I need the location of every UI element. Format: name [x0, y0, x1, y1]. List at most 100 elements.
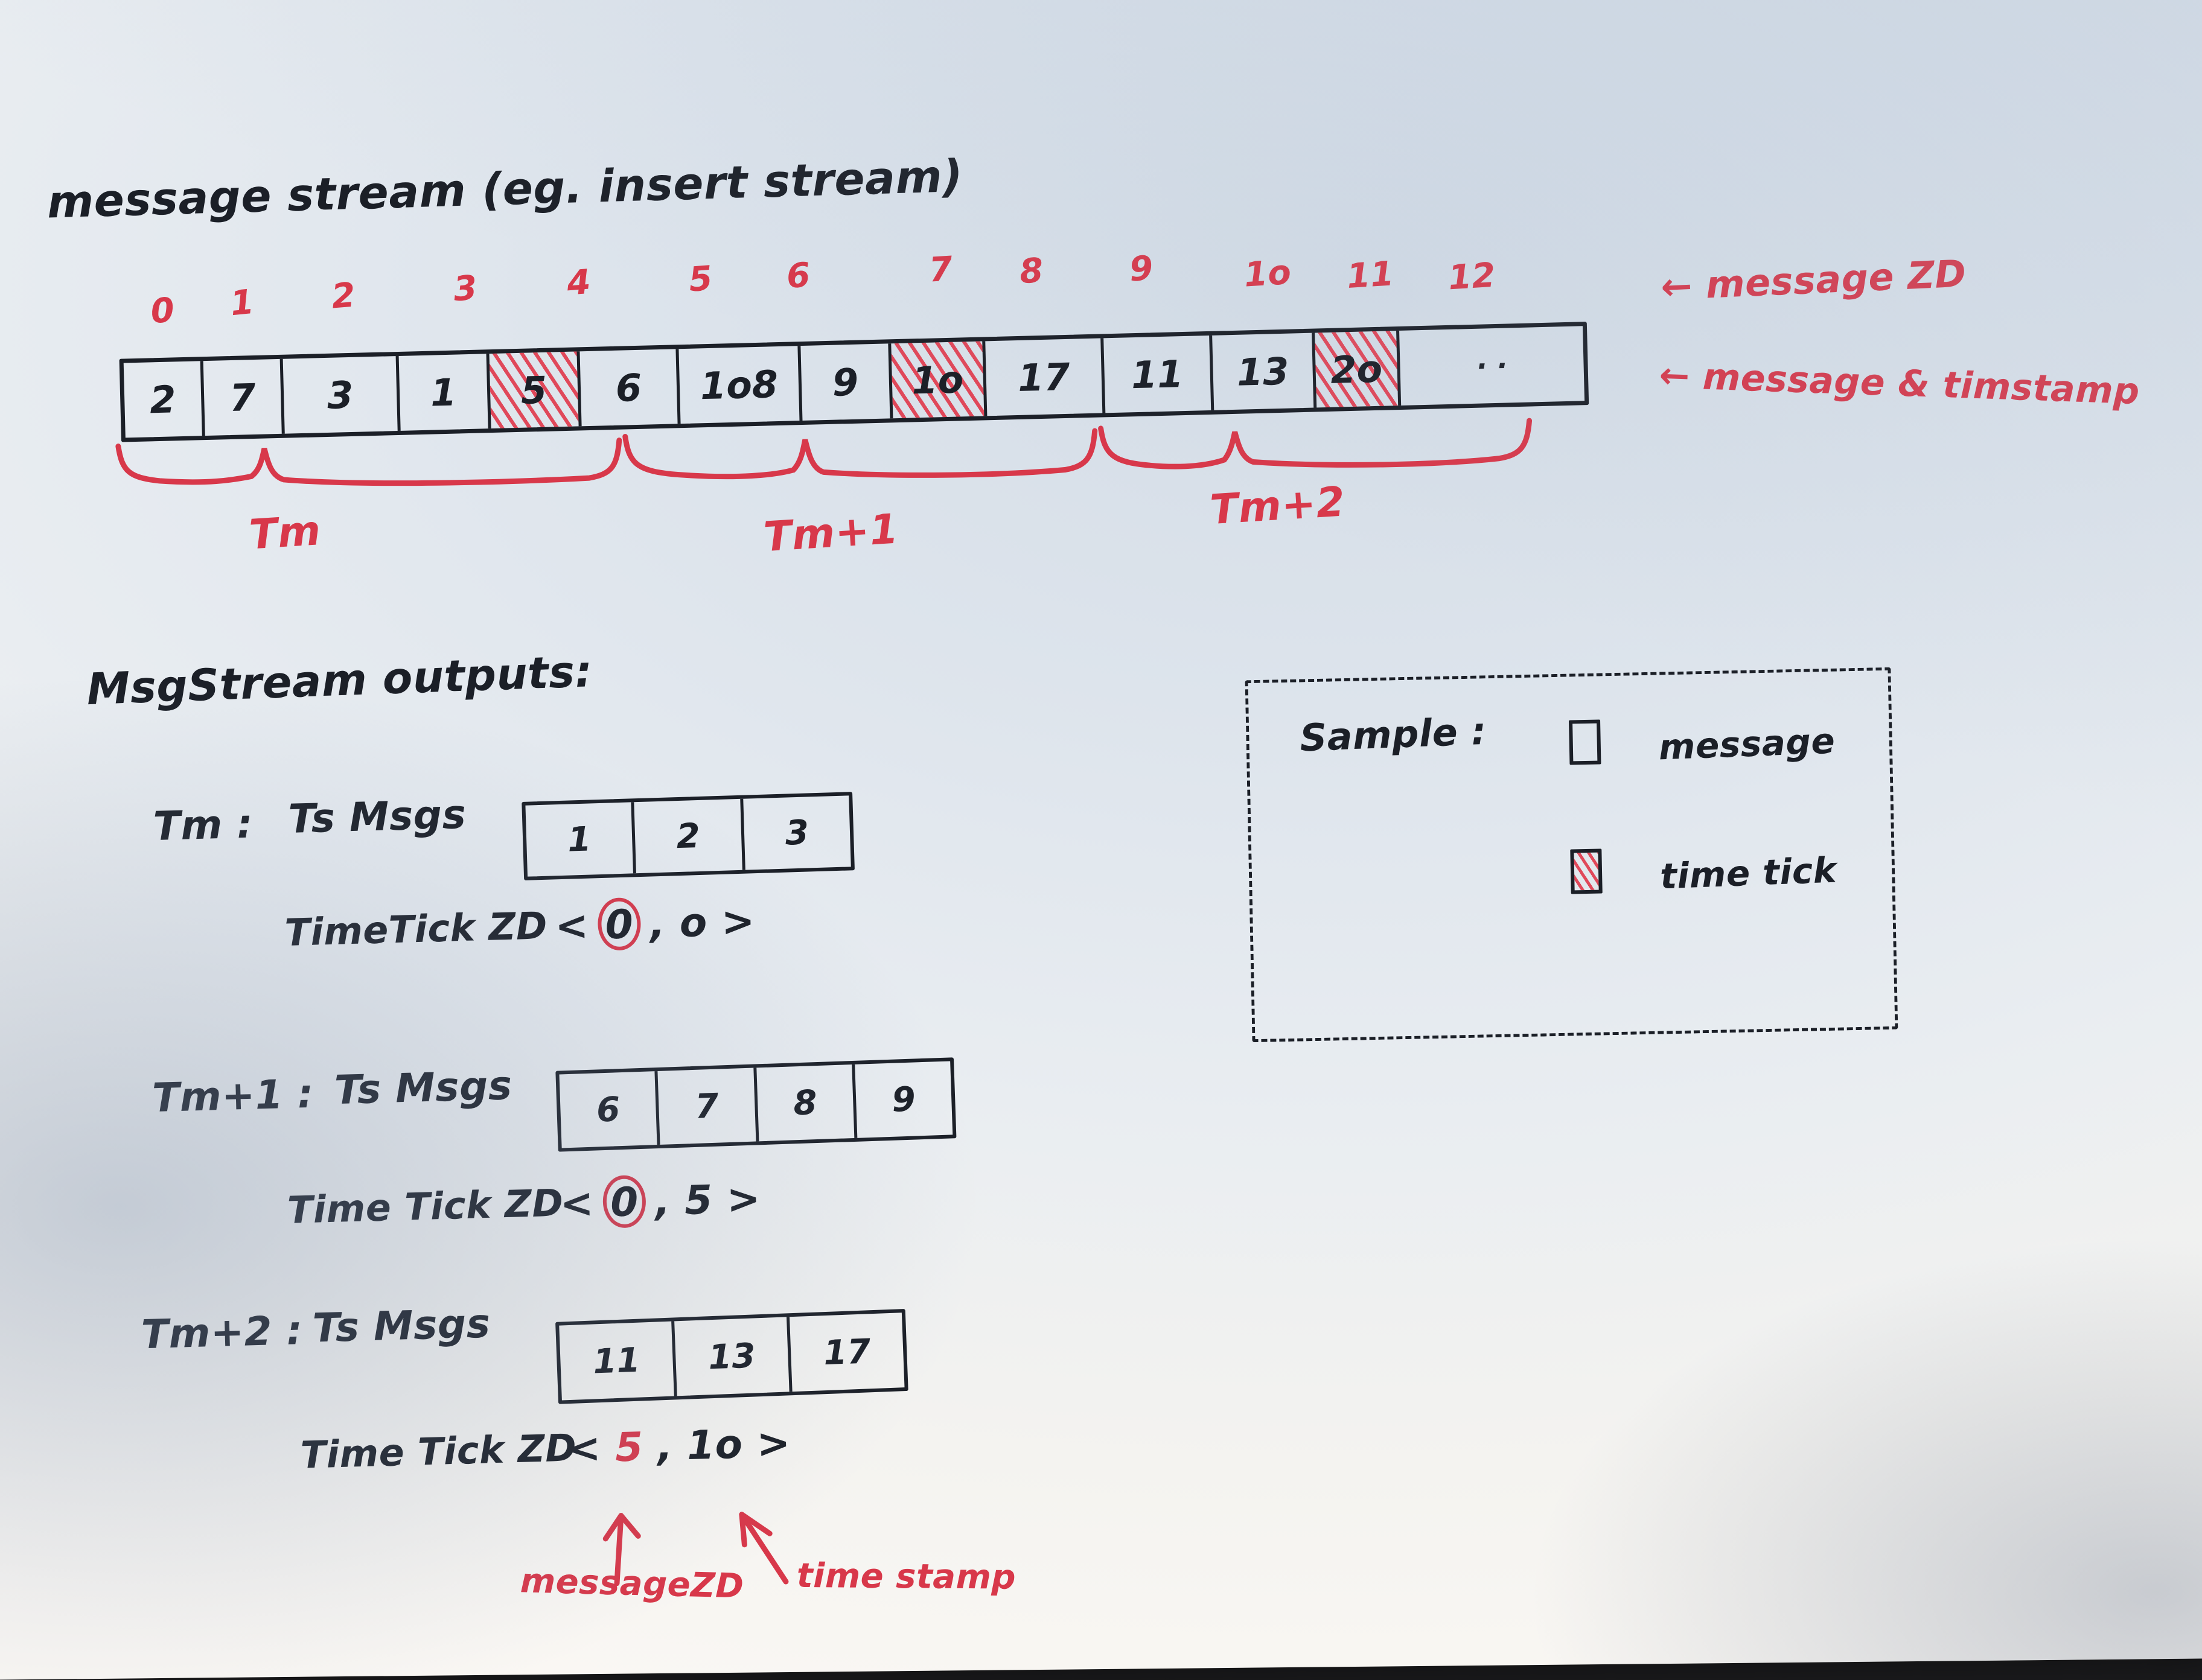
stream-index-12: 12 — [1447, 255, 1497, 298]
stream-cell-value: 3 — [327, 372, 354, 418]
output-cell-value: 9 — [891, 1079, 916, 1120]
stream-cell-value: 1 — [430, 370, 458, 415]
tuple-comma: , — [656, 1422, 674, 1470]
output-group-0-name: Tm : — [152, 800, 254, 850]
stream-index-5: 5 — [687, 258, 714, 300]
stream-cell-value: 1o8 — [700, 361, 779, 408]
output-cell[interactable]: 1 — [525, 802, 637, 877]
output-cell[interactable]: 2 — [634, 798, 745, 874]
tuple-open: < — [554, 902, 590, 950]
stream-index-10: 1o — [1243, 252, 1292, 295]
stream-cell-value: 2 — [149, 377, 177, 422]
output-cell-value: 2 — [675, 816, 701, 856]
output-cell-value: 8 — [793, 1083, 818, 1123]
stream-cell-ellipsis: · · — [1399, 326, 1584, 406]
stream-cell-value: 9 — [831, 360, 859, 405]
tuple-timestamp: o — [678, 899, 708, 947]
output-cell[interactable]: 6 — [559, 1071, 660, 1148]
output-group-2-tick-tuple: < 5 , 1o > — [567, 1420, 791, 1472]
callout-timestamp: time stamp — [796, 1556, 1016, 1597]
output-group-1-msgs-box: 6 7 8 9 — [555, 1057, 957, 1152]
stream-cell-8-timetick[interactable]: 1o — [891, 341, 988, 419]
stream-cell-10[interactable]: 11 — [1103, 335, 1214, 413]
legend-swatch-message-icon — [1568, 719, 1601, 765]
page-title: message stream (eg. insert stream) — [46, 150, 964, 229]
output-group-2-msgs-box: 11 13 17 — [555, 1309, 908, 1404]
stream-cell-9[interactable]: 17 — [985, 338, 1106, 416]
stream-cell-2[interactable]: 3 — [282, 355, 401, 434]
stream-cell-0[interactable]: 2 — [123, 361, 205, 438]
output-cell-value: 6 — [596, 1089, 621, 1130]
stream-cell-12-timetick[interactable]: 2o — [1315, 330, 1402, 408]
legend-box: Sample : message time tick — [1245, 667, 1898, 1043]
output-group-0-tick-tuple: < 0 , o > — [554, 898, 755, 950]
output-cell-value: 13 — [707, 1335, 756, 1377]
legend-label-message: message — [1658, 720, 1836, 768]
stream-cell-6[interactable]: 1o8 — [678, 346, 803, 424]
brace-label-tm2: Tm+2 — [1208, 478, 1347, 535]
tuple-close: > — [756, 1419, 791, 1467]
stream-cell-value: · · — [1476, 349, 1508, 383]
tuple-message-id: 0 — [602, 901, 637, 948]
tuple-open: < — [566, 1425, 602, 1472]
tuple-close: > — [721, 897, 756, 946]
output-cell[interactable]: 3 — [743, 795, 851, 870]
tuple-timestamp: 1o — [686, 1421, 744, 1469]
tuple-comma: , — [649, 900, 666, 947]
stream-cell-value: 1o — [911, 357, 965, 402]
output-group-2-msgs-label: Ts Msgs — [311, 1300, 491, 1352]
output-group-2-name: Tm+2 : — [140, 1307, 304, 1358]
stream-cell-value: 13 — [1236, 349, 1290, 395]
outputs-heading: MsgStream outputs: — [86, 646, 594, 715]
stream-cell-value: 6 — [615, 365, 642, 410]
output-cell[interactable]: 13 — [674, 1317, 793, 1396]
stream-index-2: 2 — [330, 275, 357, 317]
output-cell[interactable]: 17 — [790, 1312, 905, 1392]
stream-index-0: 0 — [149, 290, 176, 332]
legend-swatch-timetick-icon — [1570, 848, 1603, 894]
annotation-message-id: ← message ZD — [1659, 251, 1967, 309]
stream-cell-value: 5 — [520, 368, 548, 413]
output-group-2-tick-label: Time Tick ZD — [299, 1425, 578, 1477]
stream-cell-value: 11 — [1131, 351, 1184, 397]
brace-label-tm: Tm — [247, 507, 322, 559]
output-cell-value: 11 — [592, 1340, 641, 1381]
output-cell-value: 7 — [694, 1086, 720, 1127]
stream-index-4: 4 — [565, 262, 592, 304]
stream-cell-7[interactable]: 9 — [800, 343, 893, 421]
output-group-0-tick-label: TimeTick ZD — [284, 903, 548, 955]
output-cell[interactable]: 11 — [559, 1321, 677, 1401]
output-group-1-tick-tuple: < 0 , 5 > — [560, 1176, 761, 1227]
stream-cell-value: 7 — [229, 375, 257, 420]
stream-cell-value: 2o — [1330, 346, 1383, 392]
output-group-1-tick-label: Time Tick ZD — [287, 1180, 564, 1232]
stream-index-9: 9 — [1128, 249, 1155, 290]
stream-cell-value: 17 — [1017, 354, 1071, 400]
legend-label-timetick: time tick — [1659, 849, 1837, 897]
tuple-comma: , — [654, 1177, 671, 1225]
stream-cell-5[interactable]: 6 — [579, 349, 681, 427]
tuple-message-id: 5 — [614, 1424, 644, 1471]
message-stream-strip: 2 7 3 1 5 6 1o8 9 1o 17 11 13 2o · · — [119, 322, 1589, 442]
output-group-0-msgs-box: 1 2 3 — [522, 792, 855, 880]
output-group-1-msgs-label: Ts Msgs — [334, 1062, 513, 1114]
output-cell[interactable]: 7 — [657, 1068, 759, 1145]
stream-index-6: 6 — [785, 255, 812, 296]
output-group-1-name: Tm+1 : — [152, 1070, 314, 1122]
tuple-open: < — [559, 1180, 595, 1227]
stream-cell-11[interactable]: 13 — [1212, 332, 1317, 410]
stream-cell-4-timetick[interactable]: 5 — [489, 351, 582, 429]
stream-index-7: 7 — [928, 249, 954, 290]
stream-cell-1[interactable]: 7 — [203, 358, 285, 436]
stream-index-3: 3 — [452, 268, 479, 310]
brace-label-tm1: Tm+1 — [762, 505, 900, 562]
tuple-close: > — [726, 1175, 761, 1223]
output-group-0-msgs-label: Ts Msgs — [287, 791, 467, 842]
tuple-message-id: 0 — [607, 1179, 642, 1226]
output-cell[interactable]: 9 — [855, 1061, 953, 1138]
annotation-message-timestamp: ← message & timstamp — [1658, 354, 2140, 413]
output-cell[interactable]: 8 — [756, 1064, 858, 1142]
stream-cell-3[interactable]: 1 — [398, 354, 491, 431]
output-cell-value: 3 — [784, 812, 809, 853]
